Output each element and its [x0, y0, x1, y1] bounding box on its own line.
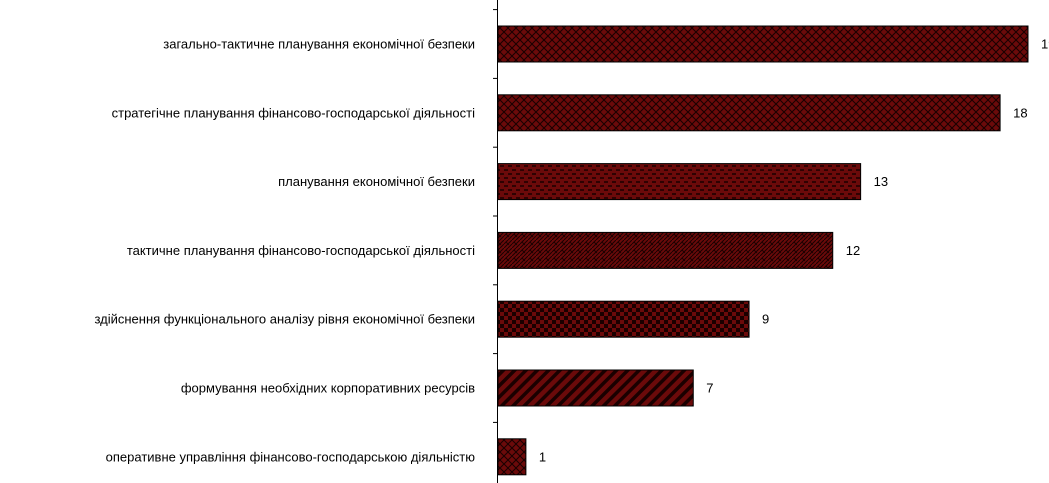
- category-labels-layer: загально-тактичне планування економічної…: [94, 37, 475, 465]
- bar: [497, 163, 862, 201]
- category-label: планування економічної безпеки: [278, 174, 475, 189]
- category-label: здійснення функціонального аналізу рівня…: [94, 312, 475, 327]
- category-label: тактичне планування фінансово-господарсь…: [127, 243, 475, 258]
- value-label: 18: [1013, 105, 1027, 120]
- bar: [497, 25, 1029, 63]
- bars-layer: [497, 25, 1029, 476]
- value-label: 13: [874, 174, 888, 189]
- category-label: стратегічне планування фінансово-господа…: [112, 105, 476, 120]
- bar: [497, 94, 1001, 132]
- bar: [497, 438, 527, 476]
- category-label: загально-тактичне планування економічної…: [163, 37, 475, 52]
- bar: [497, 300, 750, 338]
- value-labels-layer: 19 18 13 12 9 7 1: [539, 37, 1049, 465]
- value-label: 19: [1041, 37, 1049, 52]
- axis-layer: [493, 0, 498, 483]
- value-label: 12: [846, 243, 860, 258]
- value-label: 7: [706, 381, 713, 396]
- value-label: 9: [762, 312, 769, 327]
- category-label: формування необхідних корпоративних ресу…: [181, 381, 475, 396]
- bar: [497, 231, 834, 269]
- bar: [497, 369, 694, 407]
- value-label: 1: [539, 449, 546, 464]
- category-label: оперативне управління фінансово-господар…: [106, 449, 476, 464]
